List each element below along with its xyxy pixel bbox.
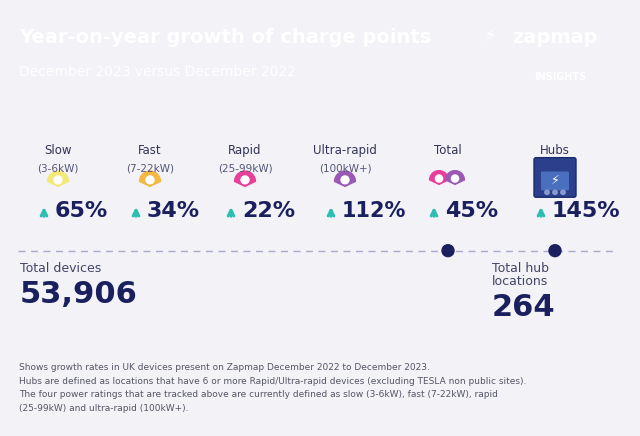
FancyBboxPatch shape [534, 158, 576, 197]
Circle shape [241, 176, 249, 184]
Circle shape [549, 245, 561, 257]
Circle shape [54, 176, 62, 184]
Text: Shows growth rates in UK devices present on Zapmap December 2022 to December 202: Shows growth rates in UK devices present… [19, 363, 527, 413]
Circle shape [553, 190, 557, 194]
Text: Total: Total [434, 144, 462, 157]
Polygon shape [140, 171, 161, 186]
Text: 65%: 65% [55, 201, 108, 221]
Text: Year-on-year growth of charge points: Year-on-year growth of charge points [19, 28, 431, 47]
Circle shape [561, 190, 565, 194]
Text: 22%: 22% [242, 201, 295, 221]
Text: 112%: 112% [342, 201, 406, 221]
Circle shape [545, 190, 549, 194]
Polygon shape [235, 171, 255, 186]
Text: 34%: 34% [147, 201, 200, 221]
Text: 45%: 45% [445, 201, 498, 221]
Polygon shape [429, 170, 449, 184]
Polygon shape [335, 171, 355, 186]
Text: 145%: 145% [552, 201, 621, 221]
Text: (3-6kW): (3-6kW) [37, 164, 79, 174]
Text: ⚡: ⚡ [483, 28, 496, 46]
Polygon shape [47, 171, 68, 186]
Text: 264: 264 [492, 293, 556, 322]
Text: December 2023 versus December 2022: December 2023 versus December 2022 [19, 65, 296, 79]
Text: locations: locations [492, 276, 548, 288]
Text: Total devices: Total devices [20, 262, 101, 275]
Text: 53,906: 53,906 [20, 280, 138, 310]
Text: Fast: Fast [138, 144, 162, 157]
Circle shape [341, 176, 349, 184]
Circle shape [442, 245, 454, 257]
Text: Rapid: Rapid [228, 144, 262, 157]
Text: Slow: Slow [44, 144, 72, 157]
Text: Hubs: Hubs [540, 144, 570, 157]
Text: Ultra-rapid: Ultra-rapid [313, 144, 377, 157]
FancyBboxPatch shape [541, 171, 569, 190]
Text: Total hub: Total hub [492, 262, 549, 275]
Circle shape [451, 175, 458, 182]
Text: zapmap: zapmap [512, 28, 598, 47]
Text: (7-22kW): (7-22kW) [126, 164, 174, 174]
Text: ⚡: ⚡ [550, 174, 559, 187]
Text: INSIGHTS: INSIGHTS [534, 72, 587, 82]
Circle shape [146, 176, 154, 184]
Polygon shape [445, 170, 465, 184]
Text: (25-99kW): (25-99kW) [218, 164, 272, 174]
Text: (100kW+): (100kW+) [319, 164, 371, 174]
Circle shape [435, 175, 442, 182]
